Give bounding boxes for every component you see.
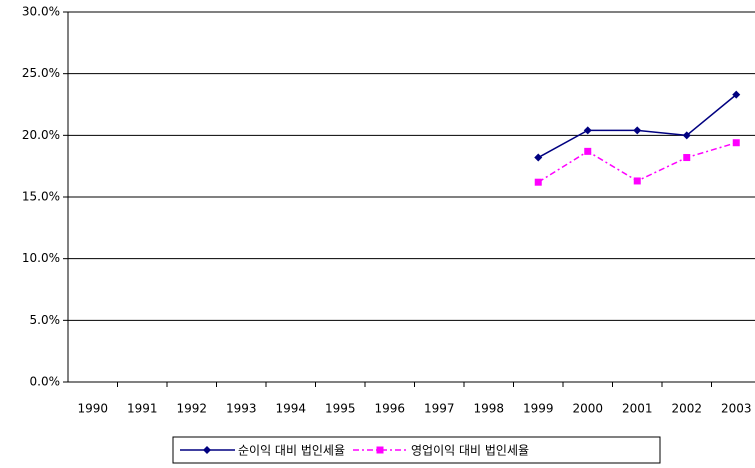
- marker: [682, 131, 691, 140]
- x-tick-label: 2002: [671, 402, 702, 416]
- marker: [683, 154, 691, 162]
- x-tick-label: 1998: [473, 402, 504, 416]
- marker: [534, 178, 542, 186]
- marker: [633, 126, 642, 135]
- x-tick-label: 1991: [127, 402, 158, 416]
- marker: [583, 126, 592, 135]
- marker: [376, 446, 384, 454]
- y-tick-label: 5.0%: [30, 313, 61, 327]
- marker: [732, 139, 740, 147]
- y-tick-label: 15.0%: [22, 190, 60, 204]
- x-tick-label: 2003: [721, 402, 752, 416]
- x-tick-label: 1994: [275, 402, 306, 416]
- x-tick-label: 1995: [325, 402, 356, 416]
- y-tick-label: 20.0%: [22, 128, 60, 142]
- legend-label: 순이익 대비 법인세율: [238, 444, 345, 458]
- x-tick-label: 2000: [572, 402, 603, 416]
- legend-box: [172, 436, 661, 464]
- marker: [584, 147, 592, 155]
- x-tick-label: 1990: [77, 402, 108, 416]
- x-tick-label: 1997: [424, 402, 455, 416]
- x-tick-label: 1999: [523, 402, 554, 416]
- x-tick-label: 1992: [176, 402, 207, 416]
- y-tick-label: 25.0%: [22, 66, 60, 80]
- marker: [203, 446, 211, 454]
- x-tick-label: 2001: [622, 402, 653, 416]
- series-line: [537, 142, 737, 183]
- legend-label: 영업이익 대비 법인세율: [411, 444, 529, 458]
- x-tick-label: 1996: [374, 402, 405, 416]
- y-tick-label: 0.0%: [30, 375, 61, 389]
- y-tick-label: 10.0%: [22, 251, 60, 265]
- series-line: [537, 94, 737, 159]
- marker: [534, 153, 543, 162]
- marker: [732, 90, 741, 99]
- x-tick-label: 1993: [226, 402, 257, 416]
- marker: [633, 177, 641, 185]
- y-tick-label: 30.0%: [22, 5, 60, 19]
- legend: 순이익 대비 법인세율 영업이익 대비 법인세율: [172, 436, 661, 464]
